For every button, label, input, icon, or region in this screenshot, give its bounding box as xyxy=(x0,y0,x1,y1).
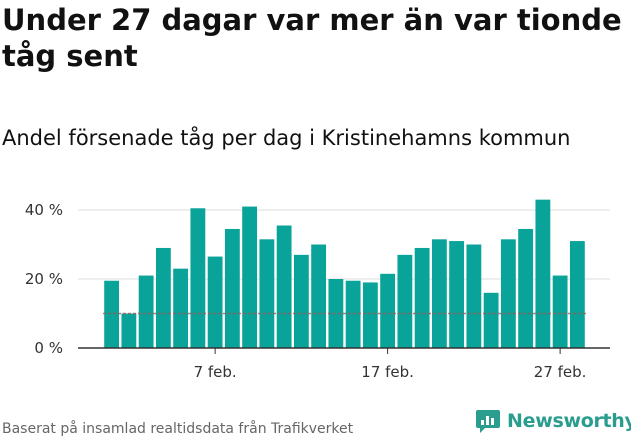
chart-subtitle: Andel försenade tåg per dag i Kristineha… xyxy=(2,126,571,150)
bar xyxy=(276,225,292,348)
bar xyxy=(569,241,585,348)
bar xyxy=(173,268,189,348)
bar xyxy=(380,273,396,348)
x-axis-ticks: 7 feb. 17 feb. 27 feb. xyxy=(194,348,587,381)
bar xyxy=(155,247,171,348)
bars xyxy=(104,199,585,348)
x-tick-label: 7 feb. xyxy=(194,363,237,381)
x-tick-label: 17 feb. xyxy=(361,363,414,381)
bar xyxy=(431,239,447,348)
x-tick-label: 27 feb. xyxy=(534,363,587,381)
bar xyxy=(207,256,223,348)
chart-title: Under 27 dagar var mer än var tionde tåg… xyxy=(2,3,622,73)
bar xyxy=(535,199,551,348)
bar xyxy=(483,292,499,348)
y-tick-label: 40 % xyxy=(25,201,63,219)
bar xyxy=(449,241,465,348)
y-axis-ticks: 0 % 20 % 40 % xyxy=(25,201,63,357)
bar xyxy=(293,254,309,348)
bar xyxy=(224,228,240,348)
source-note: Baserat på insamlad realtidsdata från Tr… xyxy=(2,421,354,437)
newsworthy-logo-icon xyxy=(476,410,500,433)
bar xyxy=(466,244,482,348)
y-tick-label: 0 % xyxy=(34,339,63,357)
bar xyxy=(259,239,275,348)
bar xyxy=(311,244,327,348)
bar xyxy=(121,313,137,348)
bar xyxy=(362,282,378,348)
bar xyxy=(414,247,430,348)
bar xyxy=(345,280,361,348)
bar xyxy=(518,228,534,348)
bar xyxy=(138,275,154,348)
bar xyxy=(500,239,516,348)
bar xyxy=(242,206,258,348)
bar-chart: 0 % 20 % 40 % 7 feb. 17 feb. 27 feb. xyxy=(25,199,610,381)
y-tick-label: 20 % xyxy=(25,270,63,288)
bar xyxy=(190,208,206,348)
bar xyxy=(552,275,568,348)
brand-logo[interactable]: Newsworthy xyxy=(475,408,631,434)
bar xyxy=(104,280,120,348)
brand-name: Newsworthy xyxy=(507,410,631,432)
bar xyxy=(397,254,413,348)
